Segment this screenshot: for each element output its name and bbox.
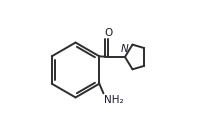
Text: NH₂: NH₂ — [104, 95, 123, 105]
Text: O: O — [104, 28, 113, 38]
Text: N: N — [121, 44, 129, 53]
